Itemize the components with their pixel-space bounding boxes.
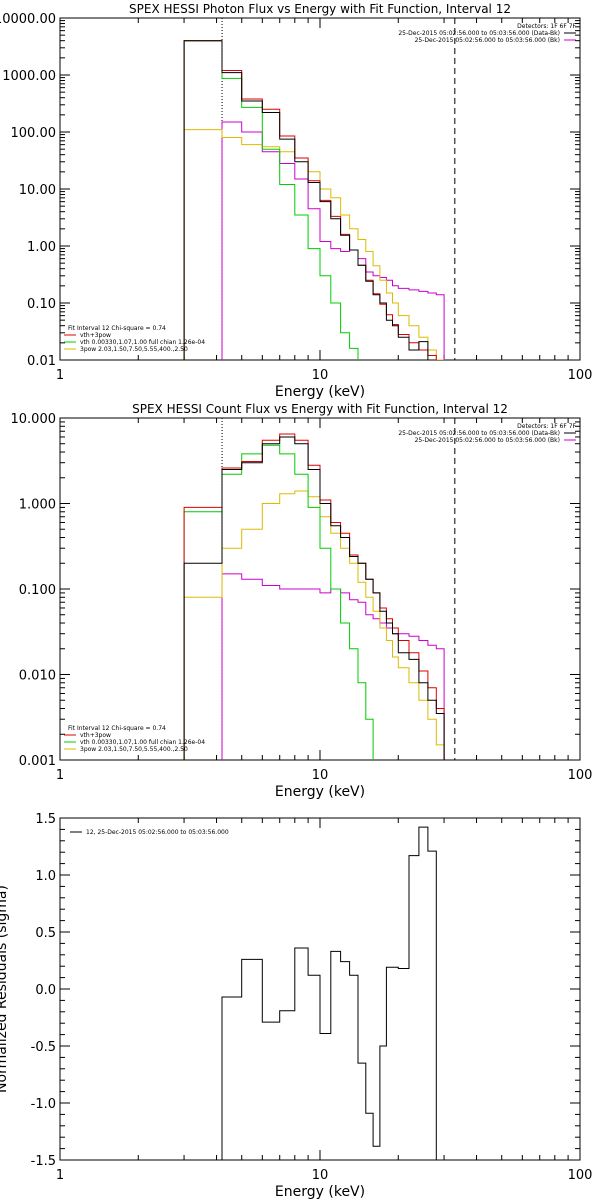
series-vth-line xyxy=(183,40,359,360)
y-tick-label: 1000.00 xyxy=(2,69,56,84)
y-tick-label: 100.00 xyxy=(11,126,57,141)
y-tick-label: 1.0 xyxy=(35,869,56,884)
x-axis: 1 10 100 Energy (keV) xyxy=(56,818,593,1200)
x-axis: 1 10 100 Energy (keV) xyxy=(56,18,593,400)
y-tick-label: 0.001 xyxy=(19,754,56,769)
x-tick-label: 100 xyxy=(568,368,593,383)
x-tick-label: 1 xyxy=(56,768,64,783)
y-tick-label: -1.0 xyxy=(31,1097,56,1112)
legend-top-entry: 25-Dec-2015 05:02:56.000 to 05:03:56.000… xyxy=(415,437,560,444)
series-group xyxy=(183,40,445,360)
x-tick-label: 10 xyxy=(312,768,329,783)
legend-top-entry: Detectors: 1F 6F 7F xyxy=(517,23,576,30)
legend-top-entry: 25-Dec-2015 05:02:56.000 to 05:03:56.000… xyxy=(398,30,560,37)
legend-top-entry: 25-Dec-2015 05:02:56.000 to 05:03:56.000… xyxy=(415,37,560,44)
x-axis: 1 10 100 Energy (keV) xyxy=(56,418,593,800)
legend-bottom: Fit Interval 12 Chi-square = 0.74vth+3po… xyxy=(64,725,205,753)
x-tick-label: 10 xyxy=(312,1168,329,1183)
legend-bottom-entry: vth 0.00330,1.07,1.00 full chian 1.26e-0… xyxy=(80,739,205,746)
chart-title: SPEX HESSI Count Flux vs Energy with Fit… xyxy=(132,402,508,416)
legend-bottom-entry: Fit Interval 12 Chi-square = 0.74 xyxy=(68,725,166,732)
x-axis-label: Energy (keV) xyxy=(275,384,365,400)
y-tick-label: 1.00 xyxy=(27,240,56,255)
x-tick-label: 1 xyxy=(56,1168,64,1183)
y-axis: 0.001 0.010 0.100 1.000 10.000 xyxy=(11,412,580,769)
series-pow-line xyxy=(183,490,445,760)
x-axis-label: Energy (keV) xyxy=(275,1184,365,1200)
legend-top-entry: Detectors: 1F 6F 7F xyxy=(517,423,576,430)
legend-top-entry: 25-Dec-2015 05:02:56.000 to 05:03:56.000… xyxy=(398,430,560,437)
x-tick-label: 100 xyxy=(568,768,593,783)
y-tick-label: 10.00 xyxy=(19,183,56,198)
legend-bottom-entry: 3pow 2.03,1.50,7.50,5.55,400.,2.50 xyxy=(80,746,188,753)
x-axis-label: Energy (keV) xyxy=(275,784,365,800)
legend-bottom-entry: vth 0.00330,1.07,1.00 full chian 1.26e-0… xyxy=(80,339,205,346)
y-tick-label: 0.01 xyxy=(27,354,56,369)
series-bk-line xyxy=(221,121,445,360)
x-tick-label: 10 xyxy=(312,368,329,383)
y-tick-label: 10.000 xyxy=(11,412,57,427)
y-tick-label: -0.5 xyxy=(31,1040,56,1055)
series-pow-line xyxy=(183,129,445,360)
photon-flux-panel: SPEX HESSI Photon Flux vs Energy with Fi… xyxy=(0,2,592,400)
legend-bottom: Fit Interval 12 Chi-square = 0.74vth+3po… xyxy=(64,325,205,353)
series-total-line xyxy=(221,826,437,1160)
y-tick-label: 10000.00 xyxy=(0,12,56,27)
y-tick-label: 0.10 xyxy=(27,297,56,312)
series-vth-line xyxy=(183,444,374,760)
count-flux-panel: SPEX HESSI Count Flux vs Energy with Fit… xyxy=(11,402,593,800)
series-total-line xyxy=(183,40,429,360)
chart-title: SPEX HESSI Photon Flux vs Energy with Fi… xyxy=(129,2,511,16)
residual-legend: 12, 25-Dec-2015 05:02:56.000 to 05:03:56… xyxy=(70,829,229,836)
y-tick-label: 0.100 xyxy=(19,583,56,598)
y-tick-label: 0.5 xyxy=(35,926,56,941)
legend-bottom-entry: 3pow 2.03,1.50,7.50,5.55,400.,2.50 xyxy=(80,346,188,353)
legend-entry: 12, 25-Dec-2015 05:02:56.000 to 05:03:56… xyxy=(86,829,229,836)
series-total-line xyxy=(183,436,445,760)
y-tick-label: 0.010 xyxy=(19,669,56,684)
series-group xyxy=(183,433,445,760)
series-bk-line xyxy=(221,573,445,760)
series-group xyxy=(221,826,437,1160)
legend-bottom-entry: vth+3pow xyxy=(80,732,111,739)
y-tick-label: 1.5 xyxy=(35,812,56,827)
y-tick-label: -1.5 xyxy=(31,1154,56,1169)
y-tick-label: 1.000 xyxy=(19,498,56,513)
y-axis-label: Normalized Residuals (sigma) xyxy=(0,885,10,1093)
series-sum-line xyxy=(183,433,445,760)
legend-bottom-entry: Fit Interval 12 Chi-square = 0.74 xyxy=(68,325,166,332)
y-axis: 0.01 0.10 1.00 10.00 100.00 1000.00 10000.00 xyxy=(0,12,580,369)
x-tick-label: 1 xyxy=(56,368,64,383)
x-tick-label: 100 xyxy=(568,1168,593,1183)
y-axis: -1.5 -1.0 -0.5 0.0 0.5 1.0 1.5 Normalized Resid… xyxy=(0,812,580,1169)
y-tick-label: 0.0 xyxy=(35,983,56,998)
legend-bottom-entry: vth+3pow xyxy=(80,332,111,339)
